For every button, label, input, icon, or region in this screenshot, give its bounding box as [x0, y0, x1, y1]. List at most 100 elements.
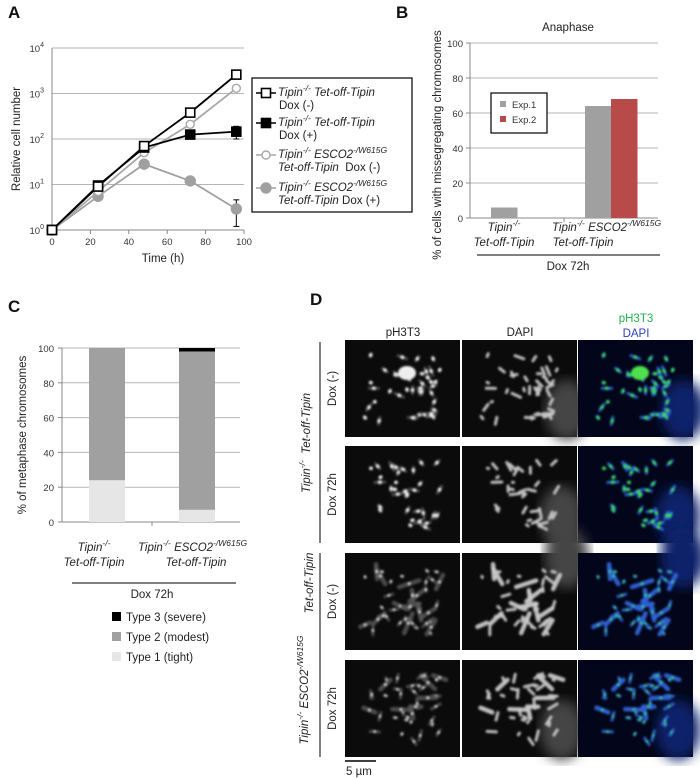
- marker-open-circle: [185, 119, 195, 130]
- chromosome: [490, 480, 504, 484]
- category-label: Tipin-/-​ ESCO2-/W615G​: [552, 218, 661, 234]
- legend-swatch: [112, 652, 121, 661]
- ph3t3-focus: [664, 356, 668, 361]
- ph3t3-focus: [668, 604, 671, 607]
- ph3t3-focus: [401, 467, 405, 472]
- stacked-segment-type2: [89, 348, 125, 481]
- ph3t3-focus: [633, 575, 637, 578]
- chromosome: [485, 729, 498, 734]
- micrograph-dapi: [462, 340, 589, 440]
- ph3t3-focus: [629, 688, 632, 691]
- ph3t3-focus: [435, 604, 438, 607]
- chromosome: [505, 460, 513, 472]
- ph3t3-focus: [424, 588, 428, 591]
- ph3t3-focus: [632, 692, 635, 696]
- ph3t3-focus: [657, 580, 661, 584]
- label-segment: Dox (-): [279, 100, 314, 112]
- ph3t3-focus: [438, 580, 441, 584]
- ph3t3-focus: [648, 356, 653, 361]
- chromosome: [489, 400, 494, 404]
- ph3t3-focus: [435, 678, 438, 682]
- superscript: -/W615G: [353, 178, 387, 188]
- ph3t3-focus: [424, 521, 429, 526]
- ph3t3-focus: [615, 614, 618, 618]
- ph3t3-focus: [431, 513, 436, 518]
- chromosome: [490, 562, 497, 582]
- chromosome: [524, 602, 530, 612]
- chromosome: [545, 383, 555, 390]
- chromosome: [547, 355, 553, 363]
- chromosome: [522, 386, 526, 393]
- stacked-segment-type1: [179, 509, 215, 522]
- x-tick-label: 60: [162, 237, 173, 248]
- superscript: -/W615G: [627, 218, 661, 228]
- chromosome: [541, 586, 545, 593]
- ph3t3-focus: [671, 676, 674, 679]
- chromosome: [534, 695, 556, 701]
- ph3t3-focus: [603, 693, 606, 696]
- ph3t3-focus: [611, 715, 615, 718]
- row-group-label: Tet-off-Tipin: [304, 553, 316, 614]
- chromosome: [522, 714, 528, 720]
- ph3t3-focus: [429, 369, 433, 373]
- ph3t3-focus: [665, 400, 670, 404]
- chromosome: [544, 379, 552, 386]
- legend-label: Tet-off-Tipin Dox (-): [278, 162, 381, 174]
- ph3t3-focus: [363, 415, 367, 420]
- chromosome: [554, 367, 559, 373]
- superscript: -/-: [303, 178, 311, 188]
- chromosome: [510, 480, 516, 484]
- ph3t3-focus: [410, 518, 415, 523]
- superscript: -/-: [163, 538, 171, 548]
- micrograph-merge: [578, 446, 700, 546]
- chromosome: [526, 719, 530, 725]
- ph3t3-focus: [636, 489, 640, 493]
- marker-open-square: [138, 140, 150, 152]
- tick-base: 10: [30, 44, 41, 55]
- superscript: -/-: [577, 218, 585, 228]
- label-segment: ESCO2: [174, 542, 214, 554]
- group-label: Dox 72h: [131, 589, 174, 601]
- ph3t3-focus: [649, 509, 653, 513]
- chromosome: [541, 617, 555, 637]
- category-label: Tet-off-Tipin: [166, 557, 227, 569]
- label-segment: Tipin: [278, 117, 303, 129]
- y-tick-label: 104: [30, 42, 45, 55]
- ph3t3-focus: [425, 569, 429, 573]
- ph3t3-focus: [641, 523, 646, 528]
- ph3t3-focus: [392, 487, 397, 492]
- micrograph-merge: [578, 528, 700, 650]
- panel-label-b: B: [396, 3, 408, 22]
- ph3t3-focus: [411, 712, 414, 715]
- chromosome: [526, 587, 533, 604]
- chromosome: [505, 607, 517, 612]
- chromosomes: [591, 562, 679, 637]
- ph3t3-focus: [400, 355, 405, 360]
- y-tick-label: 20: [43, 483, 54, 494]
- x-tick-label: 40: [124, 237, 135, 248]
- column-header-merge-dapi: DAPI: [623, 328, 650, 340]
- ph3t3-focus: [644, 712, 647, 715]
- chromosome: [536, 673, 546, 679]
- x-tick-label: 100: [236, 237, 252, 248]
- ph3t3-focus: [622, 580, 626, 583]
- ph3t3-focus: [424, 369, 429, 374]
- ph3t3-focus: [618, 615, 621, 618]
- ph3t3-focus: [405, 508, 410, 512]
- ph3t3-focus: [662, 411, 667, 416]
- micrograph-dapi: [462, 528, 589, 650]
- ph3t3-focus: [431, 722, 434, 726]
- chromosomes: [475, 562, 563, 637]
- chromosomes: [478, 672, 566, 747]
- chromosome: [523, 415, 536, 420]
- ph3t3-focus: [376, 618, 380, 621]
- ph3t3-focus: [411, 622, 414, 625]
- superscript: -/W615G: [295, 635, 305, 669]
- ph3t3-focus: [668, 570, 671, 574]
- ph3t3-focus: [384, 694, 387, 697]
- superscript: -/-: [303, 83, 311, 93]
- chromosome: [534, 729, 540, 742]
- ph3t3-focus: [670, 368, 675, 372]
- label-segment: Tipin: [278, 87, 303, 99]
